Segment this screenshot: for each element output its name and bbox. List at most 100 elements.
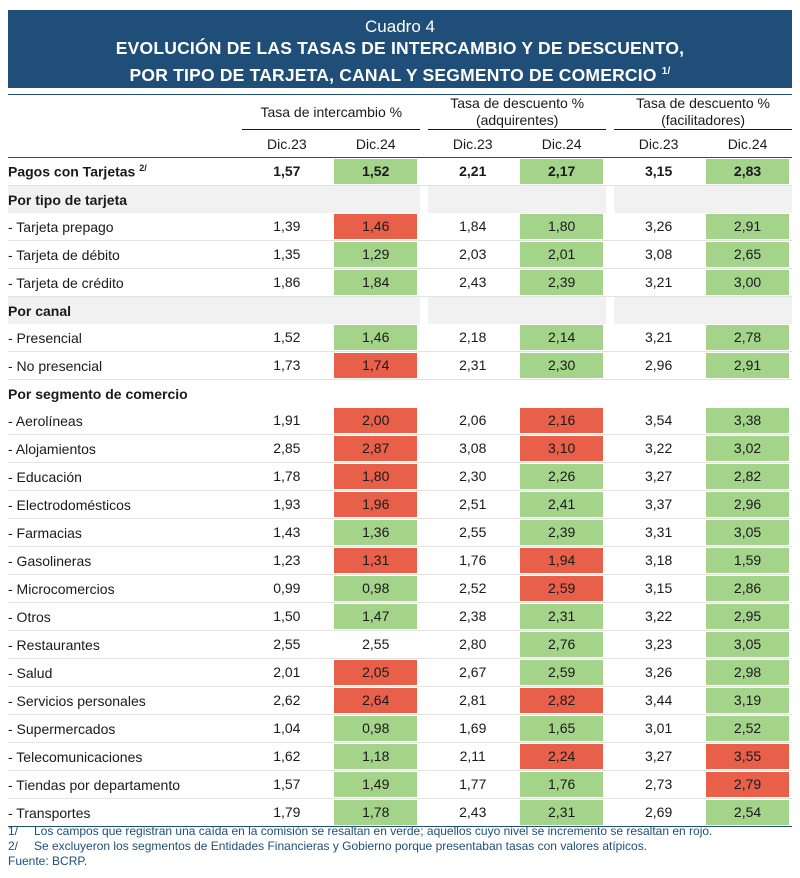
cell-facilitators-dic23: 3,26 (614, 658, 704, 687)
empty-cell (420, 380, 428, 408)
cell-value: 1,39 (273, 218, 301, 234)
cell-facilitators-dic24: 2,82 (703, 462, 792, 491)
cell-value: 1,59 (706, 548, 789, 573)
footnote-1-text: Los campos que registran una caída en la… (34, 824, 713, 838)
cell-value: 2,43 (459, 274, 487, 290)
cell-value: 1,47 (334, 604, 418, 629)
cell-acquirers-dic23: 2,06 (428, 407, 518, 435)
row-label-text: - Educación (8, 468, 82, 485)
row-label: - Supermercados (8, 714, 243, 743)
cell-value: 1,57 (273, 776, 301, 792)
cell-facilitators-dic23: 3,27 (614, 742, 704, 771)
row-label: - No presencial (8, 351, 243, 380)
cell-acquirers-dic23: 1,77 (428, 770, 518, 799)
cell-value: 1,35 (273, 246, 301, 262)
cell-value: 3,05 (706, 632, 789, 657)
cell-facilitators-dic23: 2,73 (614, 770, 704, 799)
cell-value: 2,65 (706, 242, 789, 267)
row-label-text: - Transportes (8, 804, 91, 821)
gap-cell (420, 798, 429, 827)
cell-interchange-dic24: 1,84 (331, 268, 421, 297)
gap-cell (606, 213, 615, 241)
cell-value: 0,98 (334, 576, 418, 601)
cell-facilitators-dic23: 3,15 (614, 157, 704, 186)
footnote-1: 1/Los campos que registran una caída en … (8, 824, 792, 839)
cell-value: 2,91 (706, 353, 789, 378)
cell-value: 3,01 (645, 720, 673, 736)
cell-interchange-dic24: 1,36 (331, 518, 421, 547)
cell-value: 1,36 (334, 520, 418, 545)
table-row: - Farmacias 1,43 1,36 2,55 2,39 3,31 3,05 (8, 518, 792, 547)
cell-facilitators-dic24: 2,98 (703, 658, 792, 687)
cell-interchange-dic24: 1,80 (331, 462, 421, 491)
cell-facilitators-dic23: 3,54 (614, 407, 704, 435)
cell-acquirers-dic24: 2,82 (517, 686, 607, 715)
rates-table: Tasa de intercambio % Tasa de descuento … (8, 94, 792, 827)
empty-cell (420, 186, 428, 214)
header-discount-facilitators: Tasa de descuento % (facilitadores) (614, 94, 792, 130)
cell-facilitators-dic24: 2,96 (703, 490, 792, 519)
cell-value: 2,83 (706, 159, 789, 184)
cell-interchange-dic24: 2,05 (331, 658, 421, 687)
header-discount-facilitators-line2: (facilitadores) (661, 112, 746, 128)
cell-value: 2,55 (459, 524, 487, 540)
cell-facilitators-dic23: 3,15 (614, 574, 704, 603)
cell-value: 1,91 (273, 412, 301, 428)
gap-cell (606, 462, 615, 491)
cell-acquirers-dic24: 2,41 (517, 490, 607, 519)
footnote-2-text: Se excluyeron los segmentos de Entidades… (34, 839, 648, 853)
gap-cell (606, 351, 615, 380)
row-label: - Farmacias (8, 518, 243, 547)
gap-cell (606, 630, 615, 659)
cell-facilitators-dic24: 2,91 (703, 351, 792, 380)
row-label: - Electrodomésticos (8, 490, 243, 519)
empty-cell (242, 296, 332, 324)
cell-value: 3,00 (706, 270, 789, 295)
cell-interchange-dic23: 1,43 (242, 518, 332, 547)
gap-cell (606, 157, 615, 186)
table-caption: Cuadro 4 (365, 17, 435, 36)
cell-value: 2,62 (273, 692, 301, 708)
cell-interchange-dic23: 1,50 (242, 602, 332, 631)
cell-value: 2,39 (520, 270, 604, 295)
gap-cell (606, 574, 615, 603)
cell-acquirers-dic23: 2,38 (428, 602, 518, 631)
cell-value: 2,31 (520, 604, 604, 629)
cell-acquirers-dic23: 2,21 (428, 157, 518, 186)
cell-acquirers-dic24: 2,31 (517, 798, 607, 827)
row-label: Pagos con Tarjetas 2/ (8, 157, 243, 186)
empty-cell (331, 185, 421, 213)
cell-interchange-dic23: 1,73 (242, 351, 332, 380)
cell-acquirers-dic23: 2,80 (428, 630, 518, 659)
table-title-line-2-text: POR TIPO DE TARJETA, CANAL Y SEGMENTO DE… (129, 64, 657, 85)
cell-facilitators-dic23: 2,69 (614, 798, 704, 827)
footnote-2-key: 2/ (8, 839, 19, 853)
row-label: - Tarjeta prepago (8, 213, 243, 241)
empty-cell (703, 380, 792, 408)
cell-value: 1,77 (459, 776, 487, 792)
cell-interchange-dic24: 1,49 (331, 770, 421, 799)
row-label: - Otros (8, 602, 243, 631)
cell-value: 1,52 (273, 329, 301, 345)
gap-cell (606, 602, 615, 631)
cell-value: 2,01 (273, 664, 301, 680)
cell-value: 2,54 (706, 800, 789, 825)
empty-cell (517, 185, 607, 213)
cell-value: 2,55 (273, 636, 301, 652)
cell-value: 2,39 (520, 520, 604, 545)
cell-value: 1,62 (273, 748, 301, 764)
row-label: - Transportes (8, 798, 243, 827)
cell-interchange-dic23: 2,01 (242, 658, 332, 687)
table-row: - Supermercados 1,04 0,98 1,69 1,65 3,01 2,52 (8, 714, 792, 743)
cell-value: 2,30 (459, 468, 487, 484)
cell-interchange-dic23: 1,39 (242, 213, 332, 241)
gap-cell (606, 546, 615, 575)
cell-acquirers-dic23: 1,76 (428, 546, 518, 575)
gap-cell (420, 240, 429, 269)
row-label: - Educación (8, 462, 243, 491)
row-label: - Aerolíneas (8, 407, 243, 435)
cell-value: 2,21 (459, 163, 487, 179)
cell-acquirers-dic24: 1,65 (517, 714, 607, 743)
cell-value: 2,85 (273, 440, 301, 456)
header-discount-acquirers-line2: (adquirentes) (475, 112, 559, 128)
